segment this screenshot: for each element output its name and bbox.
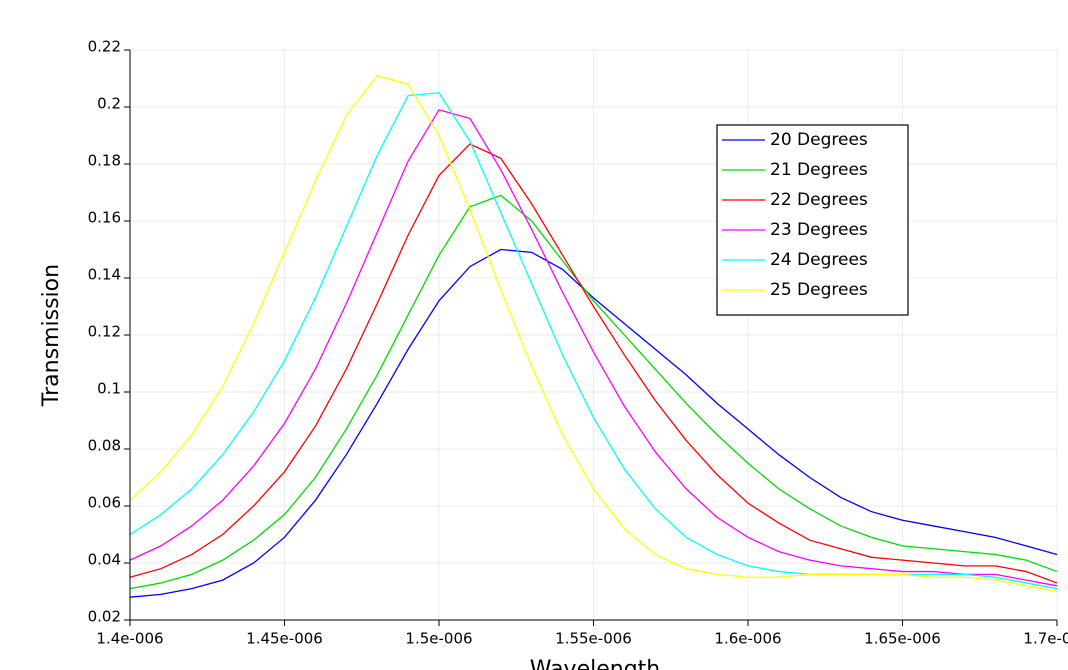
y-tick-label: 0.02: [88, 608, 121, 626]
x-tick-label: 1.55e-006: [555, 630, 632, 648]
x-tick-label: 1.6e-006: [714, 630, 781, 648]
y-tick-label: 0.18: [88, 152, 121, 170]
plot-area: [129, 74, 1058, 598]
y-tick-label: 0.1: [97, 380, 121, 398]
y-tick-label: 0.04: [88, 551, 121, 569]
y-tick-label: 0.16: [88, 209, 121, 227]
x-tick-label: 1.4e-006: [96, 630, 163, 648]
legend-label: 21 Degrees: [770, 160, 868, 180]
x-tick-label: 1.65e-006: [864, 630, 941, 648]
legend-label: 20 Degrees: [770, 130, 868, 150]
line-series: [129, 143, 1058, 584]
line-series: [129, 74, 1058, 593]
line-series: [129, 109, 1058, 587]
y-tick-label: 0.22: [88, 38, 121, 56]
legend-box: [716, 124, 909, 316]
y-tick-label: 0.2: [97, 95, 121, 113]
legend-label: 22 Degrees: [770, 190, 868, 210]
y-tick-label: 0.12: [88, 323, 121, 341]
y-tick-label: 0.14: [88, 266, 121, 284]
grid: [129, 49, 1058, 621]
line-series: [129, 248, 1058, 598]
y-tick-label: 0.06: [88, 494, 121, 512]
y-axis-label: Transmission: [39, 264, 64, 407]
x-tick-label: 1.5e-006: [405, 630, 472, 648]
legend: 20 Degrees 21 Degrees 22 Degrees 23 Degrees…: [716, 124, 909, 316]
line-series: [129, 194, 1058, 590]
x-tick-label: 1.7e-006: [1023, 630, 1068, 648]
legend-label: 23 Degrees: [770, 220, 868, 240]
x-axis-label: Wavelength: [530, 657, 661, 670]
y-tick-label: 0.08: [88, 437, 121, 455]
legend-label: 24 Degrees: [770, 250, 868, 270]
x-tick-label: 1.45e-006: [246, 630, 323, 648]
legend-label: 25 Degrees: [770, 280, 868, 300]
